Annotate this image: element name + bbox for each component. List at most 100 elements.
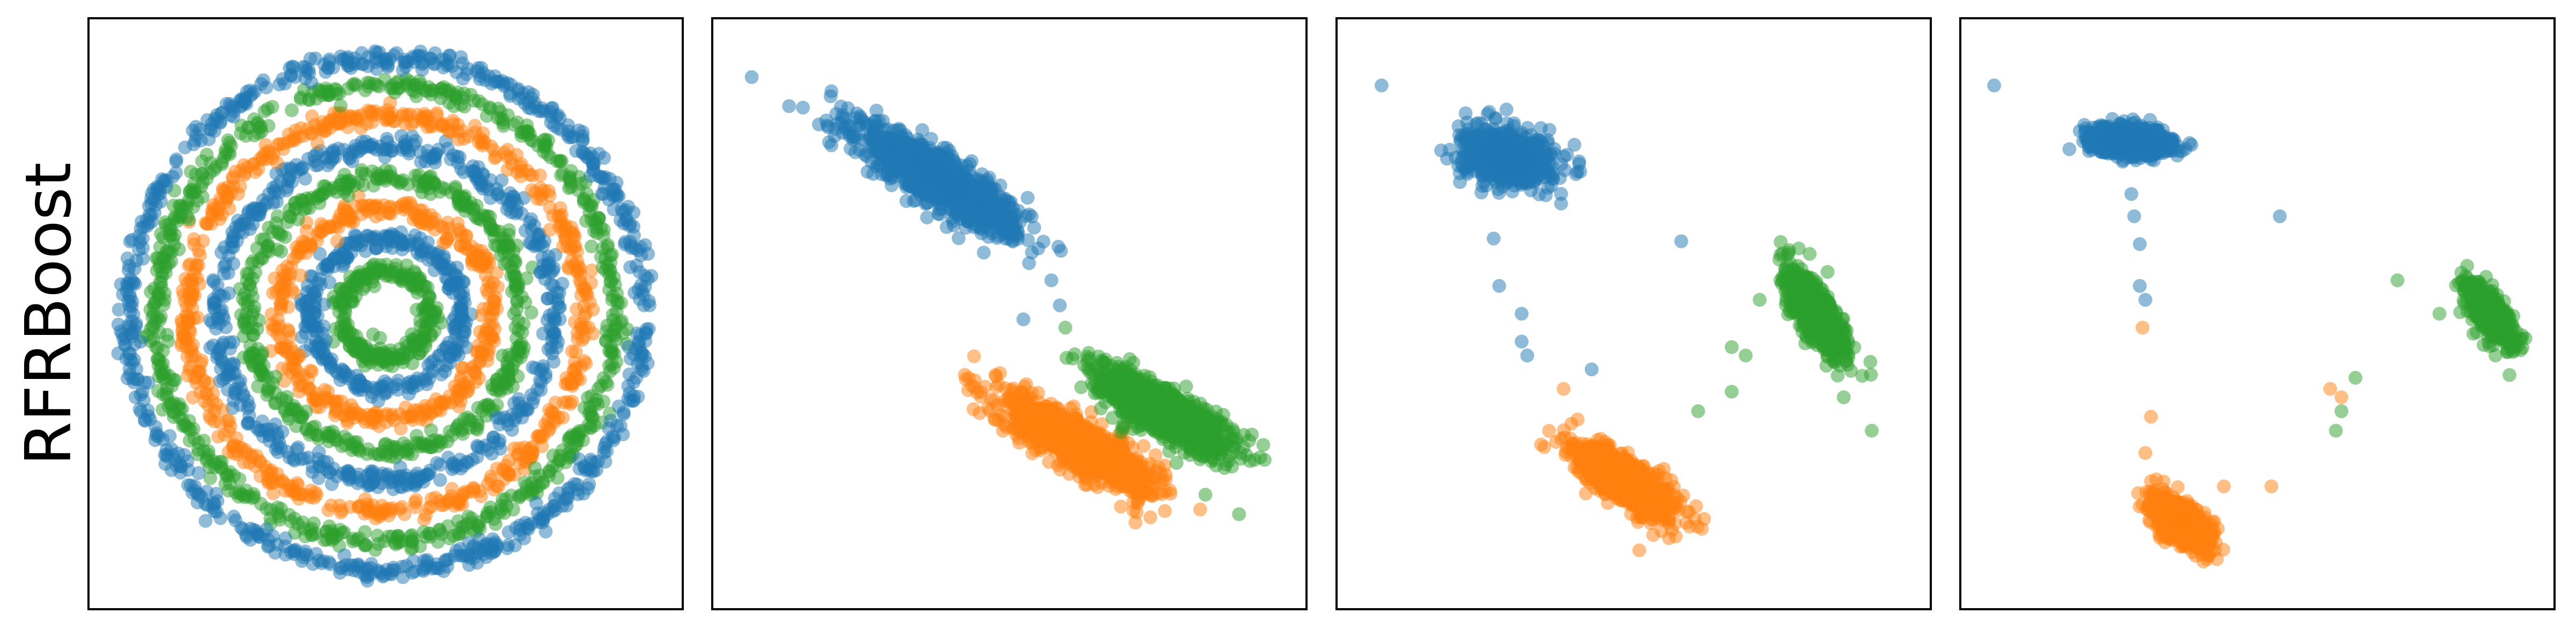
scatter-point: [310, 146, 324, 160]
scatter-point: [1001, 217, 1015, 231]
scatter-point: [152, 287, 166, 302]
scatter-point: [355, 46, 369, 60]
scatter-point: [154, 194, 168, 209]
scatter-point: [419, 113, 433, 127]
scatter-point: [486, 435, 501, 450]
scatter-point: [1025, 245, 1039, 260]
scatter-point: [288, 70, 302, 84]
scatter-point: [389, 537, 403, 551]
scatter-point: [386, 81, 400, 96]
scatter-point: [291, 517, 305, 531]
scatter-point: [483, 220, 497, 235]
scatter-point: [582, 295, 597, 309]
scatter-point: [169, 165, 183, 180]
scatter-point: [200, 484, 214, 499]
scatter-point: [240, 394, 255, 408]
scatter-point: [959, 184, 974, 199]
scatter-point: [366, 231, 381, 245]
series-4: [233, 163, 540, 465]
scatter-point: [961, 210, 976, 225]
scatter-point: [370, 409, 383, 423]
scatter-point: [308, 419, 322, 434]
scatter-point: [556, 411, 570, 425]
scatter-point: [205, 500, 220, 514]
scatter-point: [327, 289, 341, 304]
scatter-point: [502, 453, 516, 468]
scatter-point: [265, 225, 280, 239]
scatter-point: [1044, 273, 1059, 288]
scatter-point: [453, 300, 467, 315]
scatter-point: [470, 248, 485, 262]
scatter-point: [172, 456, 187, 471]
scatter-point: [179, 200, 194, 214]
scatter-point: [318, 179, 333, 194]
scatter-point: [470, 450, 484, 464]
scatter-point: [240, 85, 254, 99]
scatter-point: [1193, 502, 1207, 517]
scatter-point: [114, 324, 128, 339]
scatter-point: [448, 181, 462, 196]
scatter-point: [193, 277, 207, 291]
scatter-point: [191, 466, 206, 480]
scatter-point: [206, 273, 220, 287]
scatter-point: [253, 454, 267, 468]
scatter-point: [187, 349, 202, 363]
scatter-point: [213, 116, 227, 130]
scatter-point: [132, 243, 146, 257]
scatter-point: [368, 44, 382, 59]
scatter-point: [237, 329, 251, 344]
scatter-point: [473, 177, 487, 192]
scatter-point: [1021, 191, 1035, 205]
scatter-point: [326, 462, 341, 476]
scatter-point: [135, 214, 149, 229]
scatter-point: [337, 311, 352, 325]
scatter-point: [535, 101, 549, 115]
scatter-point: [521, 124, 535, 138]
scatter-point: [368, 241, 383, 255]
scatter-point: [497, 77, 511, 91]
scatter-point: [910, 182, 925, 196]
scatter-point: [223, 97, 237, 111]
scatter-point: [606, 429, 620, 444]
scatter-point: [301, 382, 315, 397]
scatter-point: [541, 291, 555, 305]
scatter-point: [305, 528, 319, 542]
scatter-point: [246, 290, 260, 304]
scatter-point: [358, 415, 372, 429]
scatter-point: [414, 319, 428, 333]
scatter-point: [927, 165, 941, 179]
scatter-point: [268, 369, 283, 384]
scatter-point: [547, 314, 562, 328]
scatter-point: [415, 185, 430, 200]
scatter-point: [518, 295, 533, 310]
scatter-point: [501, 465, 515, 479]
scatter-point: [508, 254, 522, 268]
scatter-point: [458, 319, 472, 333]
scatter-point: [430, 301, 444, 315]
scatter-point: [354, 238, 368, 253]
row-label: RFRBoost: [11, 162, 85, 466]
scatter-point: [374, 262, 388, 277]
scatter-point: [512, 441, 527, 456]
scatter-point: [152, 369, 166, 384]
scatter-point: [471, 94, 486, 108]
scatter-plot-1: [111, 44, 659, 588]
scatter-point: [519, 271, 534, 286]
scatter-point: [365, 115, 379, 129]
scatter-point: [567, 355, 582, 370]
scatter-point: [360, 503, 375, 517]
scatter-point: [400, 108, 414, 122]
scatter-point: [416, 279, 431, 293]
scatter-point: [408, 495, 422, 510]
scatter-point: [221, 484, 235, 498]
scatter-point: [964, 197, 978, 211]
scatter-point: [324, 477, 339, 491]
scatter-point: [395, 500, 409, 514]
scatter-point: [603, 328, 617, 342]
scatter-point: [618, 235, 632, 249]
scatter-point: [559, 492, 574, 507]
scatter-point: [370, 62, 384, 76]
scatter-point: [151, 384, 165, 398]
scatter-point: [234, 163, 248, 178]
scatter-point: [597, 151, 611, 165]
